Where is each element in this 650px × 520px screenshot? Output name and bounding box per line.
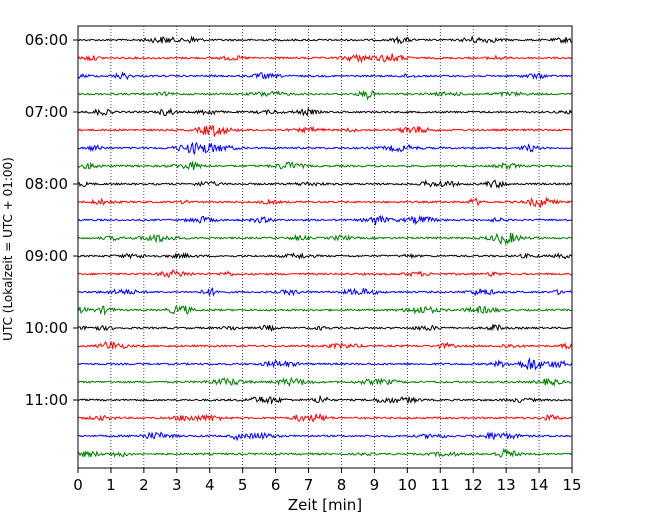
y-tick-label: 10:00 — [25, 319, 68, 337]
trace-0730 — [77, 141, 573, 156]
y-tick-label: 11:00 — [25, 391, 68, 409]
x-tick-label: 15 — [562, 476, 581, 494]
trace-1145 — [77, 447, 573, 459]
trace-0830 — [77, 214, 573, 226]
trace-1015 — [77, 340, 573, 350]
x-tick-label: 14 — [530, 476, 549, 494]
trace-0645 — [77, 90, 573, 101]
trace-1130 — [77, 431, 573, 442]
x-tick-label: 2 — [139, 476, 149, 494]
trace-0930 — [77, 286, 573, 297]
y-axis-label: UTC (Lokalzeit = UTC + 01:00) — [1, 157, 15, 341]
trace-1100 — [77, 394, 573, 405]
x-tick-label: 12 — [464, 476, 483, 494]
trace-0745 — [77, 161, 573, 171]
trace-0900 — [77, 251, 573, 260]
x-tick-label: 3 — [172, 476, 182, 494]
trace-0945 — [77, 305, 573, 316]
x-gridlines — [110, 26, 540, 468]
trace-0815 — [77, 196, 573, 209]
y-tick-label: 08:00 — [25, 175, 68, 193]
x-tick-label: 5 — [238, 476, 248, 494]
y-tick-label: 09:00 — [25, 247, 68, 265]
x-tick-label: 9 — [370, 476, 380, 494]
trace-0600 — [77, 35, 573, 45]
x-tick-label: 13 — [497, 476, 516, 494]
x-tick-label: 11 — [431, 476, 450, 494]
trace-1115 — [77, 412, 573, 423]
trace-0845 — [77, 232, 573, 246]
x-tick-label: 4 — [205, 476, 215, 494]
y-axis-ticks: 06:00 07:00 08:00 09:00 10:00 11:00 — [25, 31, 78, 409]
trace-0615 — [77, 53, 573, 64]
trace-0800 — [77, 179, 573, 189]
trace-0630 — [77, 71, 573, 81]
trace-0915 — [77, 269, 573, 279]
trace-0715 — [77, 125, 573, 138]
y-tick-label: 06:00 — [25, 31, 68, 49]
x-tick-label: 10 — [398, 476, 417, 494]
trace-0700 — [77, 106, 573, 117]
x-tick-label: 7 — [304, 476, 314, 494]
trace-1030 — [77, 356, 573, 371]
trace-1045 — [77, 376, 573, 388]
x-tick-label: 6 — [271, 476, 281, 494]
x-axis-ticks: 0 1 2 3 4 5 6 7 8 9 10 11 12 13 14 15 — [73, 468, 582, 494]
seismic-traces — [77, 35, 573, 459]
x-tick-label: 8 — [337, 476, 347, 494]
x-axis-label: Zeit [min] — [288, 496, 362, 514]
trace-1000 — [77, 324, 573, 333]
plot-frame — [77, 25, 573, 469]
y-tick-label: 07:00 — [25, 103, 68, 121]
x-tick-label: 1 — [106, 476, 116, 494]
x-tick-label: 0 — [73, 476, 83, 494]
